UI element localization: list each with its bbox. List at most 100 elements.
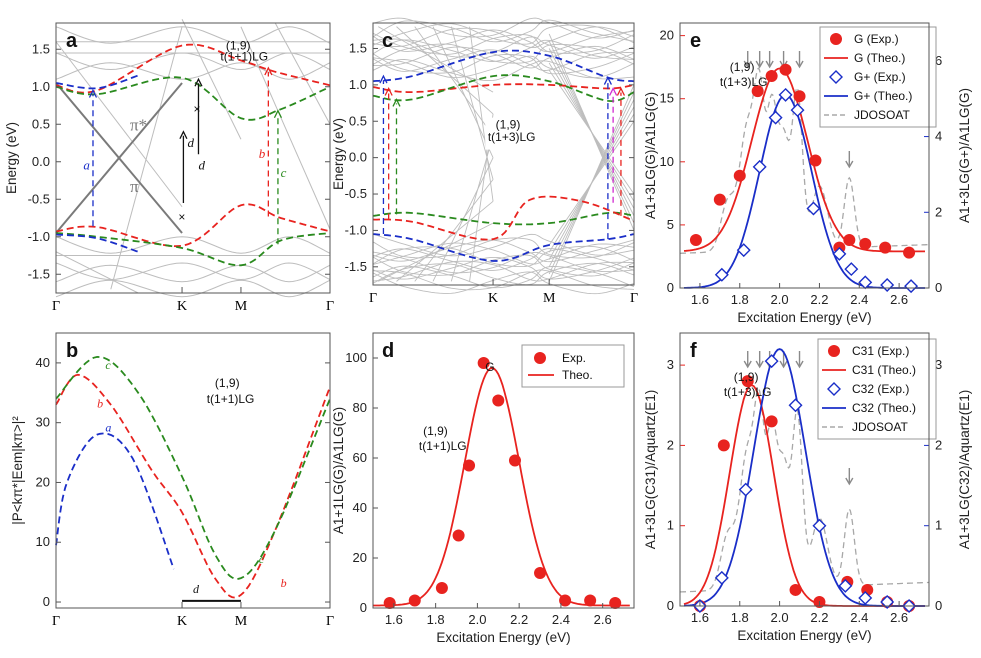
x-tick-label: 1.6: [691, 610, 709, 625]
band-gray: [373, 36, 635, 59]
annotation-chirality: (1,9): [496, 118, 521, 132]
curve-label: a: [105, 421, 111, 435]
Gplus-exp-point: [844, 262, 859, 277]
y-axis-label-right: A1+3LG(C32)/Aquartz(E1): [957, 390, 972, 549]
C32-exp-point: [880, 594, 895, 609]
label-d: d: [198, 157, 205, 172]
G-exp-point: [859, 237, 872, 250]
cross-mark: ×: [193, 102, 200, 116]
k-label: K: [488, 291, 498, 306]
legend-marker-exp: [534, 352, 546, 364]
x-tick-label: 2.4: [850, 610, 868, 625]
panel-label-f: f: [690, 340, 697, 362]
cross-mark: ×: [178, 210, 185, 224]
exp-point: [408, 594, 421, 607]
x-tick-label: 2.2: [810, 610, 828, 625]
annotation-chirality: (1,9): [215, 376, 240, 390]
annotation-structure: t(1+1)LG: [207, 392, 255, 406]
legend-theo: Theo.: [562, 368, 593, 382]
transition-magenta-arrow: [609, 87, 618, 203]
transition-blue-arrow: [379, 74, 388, 235]
y-tick-label-left: 5: [667, 217, 674, 232]
C31-exp-point: [765, 415, 778, 428]
series-blue-valence: [55, 233, 139, 253]
panel-d: 1.6 1.8 2.0 2.2 2.4 2.6 0 20 40 60 80 100 d G (1,9)t(1…: [331, 340, 630, 645]
y-tick-label-right: 1: [935, 518, 942, 533]
C32-exp-point: [858, 590, 873, 605]
legend-jdos: JDOSOAT: [854, 108, 910, 122]
annotation-structure: t(1+3)LG: [724, 385, 772, 399]
legend-C31-theo: C31 (Theo.): [852, 363, 916, 377]
legend-C31-exp: C31 (Exp.): [852, 344, 909, 358]
series-red-conduction: [55, 43, 331, 94]
y-tick-label-right: 6: [935, 53, 942, 68]
band-gray: [372, 59, 635, 82]
transition-red-arrow-right-head: [616, 87, 626, 96]
band-gray: [414, 179, 494, 282]
band-gray: [377, 26, 494, 93]
Gplus-exp-point: [904, 279, 919, 294]
peak-arrow-head: [795, 60, 804, 69]
y-tick-label: 30: [36, 415, 50, 430]
Gplus-exp-point: [714, 267, 729, 282]
y-tick-label: 1.5: [349, 40, 367, 55]
x-tick-label: 2.6: [890, 292, 908, 307]
k-label: Γ: [52, 299, 60, 314]
y-axis-label-left: A1+3LG(C31)/Aquartz(E1): [643, 390, 658, 549]
k-label: K: [177, 299, 187, 314]
Gplus-exp-point: [768, 110, 783, 125]
exp-point: [508, 454, 521, 467]
x-tick-label: 1.8: [731, 610, 749, 625]
k-label: Γ: [326, 299, 334, 314]
x-tick-label: 2.6: [594, 612, 612, 627]
k-label: M: [235, 299, 248, 314]
x-tick-label: 1.8: [427, 612, 445, 627]
curve-label: b: [281, 576, 287, 590]
annotation-chirality: (1,9): [423, 424, 448, 438]
k-label: Γ: [630, 291, 638, 306]
chart-title: G: [485, 360, 494, 374]
y-tick-label: -1.0: [28, 229, 50, 244]
legend-exp: Exp.: [562, 351, 586, 365]
panel-label-d: d: [382, 340, 394, 362]
transition-red-arrow-right: [616, 87, 626, 216]
transition-d-arrow: [179, 130, 188, 203]
transition-c-arrow-head: [273, 109, 283, 119]
band-gray: [548, 120, 635, 246]
y-tick-label-left: 2: [667, 437, 674, 452]
band-gray: [548, 70, 635, 195]
G-exp-point: [793, 90, 806, 103]
x-tick-label: 2.4: [552, 612, 570, 627]
band-gray: [372, 271, 635, 295]
peak-arrow-head: [845, 477, 854, 486]
peak-arrow-head: [755, 60, 764, 69]
band-gray: [372, 29, 635, 52]
series-blue-valence: [372, 233, 635, 262]
band-gray: [372, 233, 635, 257]
band-gray: [450, 26, 494, 180]
y-tick-label-left: 0: [667, 280, 674, 295]
x-axis-label: Excitation Energy (eV): [737, 628, 871, 643]
exp-point: [534, 567, 547, 579]
legend-C32-exp: C32 (Exp.): [852, 382, 909, 396]
y-axis-label: Energy (eV): [4, 122, 19, 194]
y-tick-label-left: 15: [660, 91, 674, 106]
Gplus-exp-point: [806, 201, 821, 216]
G-exp-point: [903, 246, 916, 259]
exp-point: [609, 597, 622, 609]
transition-c-arrow: [273, 109, 283, 245]
panel-label-e: e: [690, 30, 701, 52]
exp-point: [383, 597, 396, 609]
band-gray: [55, 251, 139, 294]
annotation-structure: t(1+3)LG: [488, 130, 536, 144]
C31-exp-point: [741, 375, 754, 388]
annotation-chirality: (1,9): [226, 38, 251, 52]
legend-Gplus-exp: G+ (Exp.): [854, 70, 906, 84]
annotation-chirality: (1,9): [730, 60, 755, 74]
exp-point: [584, 594, 597, 607]
G-exp-point: [713, 193, 726, 206]
exp-point: [463, 459, 476, 472]
band-gray: [240, 26, 331, 230]
y-tick-label: 100: [345, 350, 367, 365]
